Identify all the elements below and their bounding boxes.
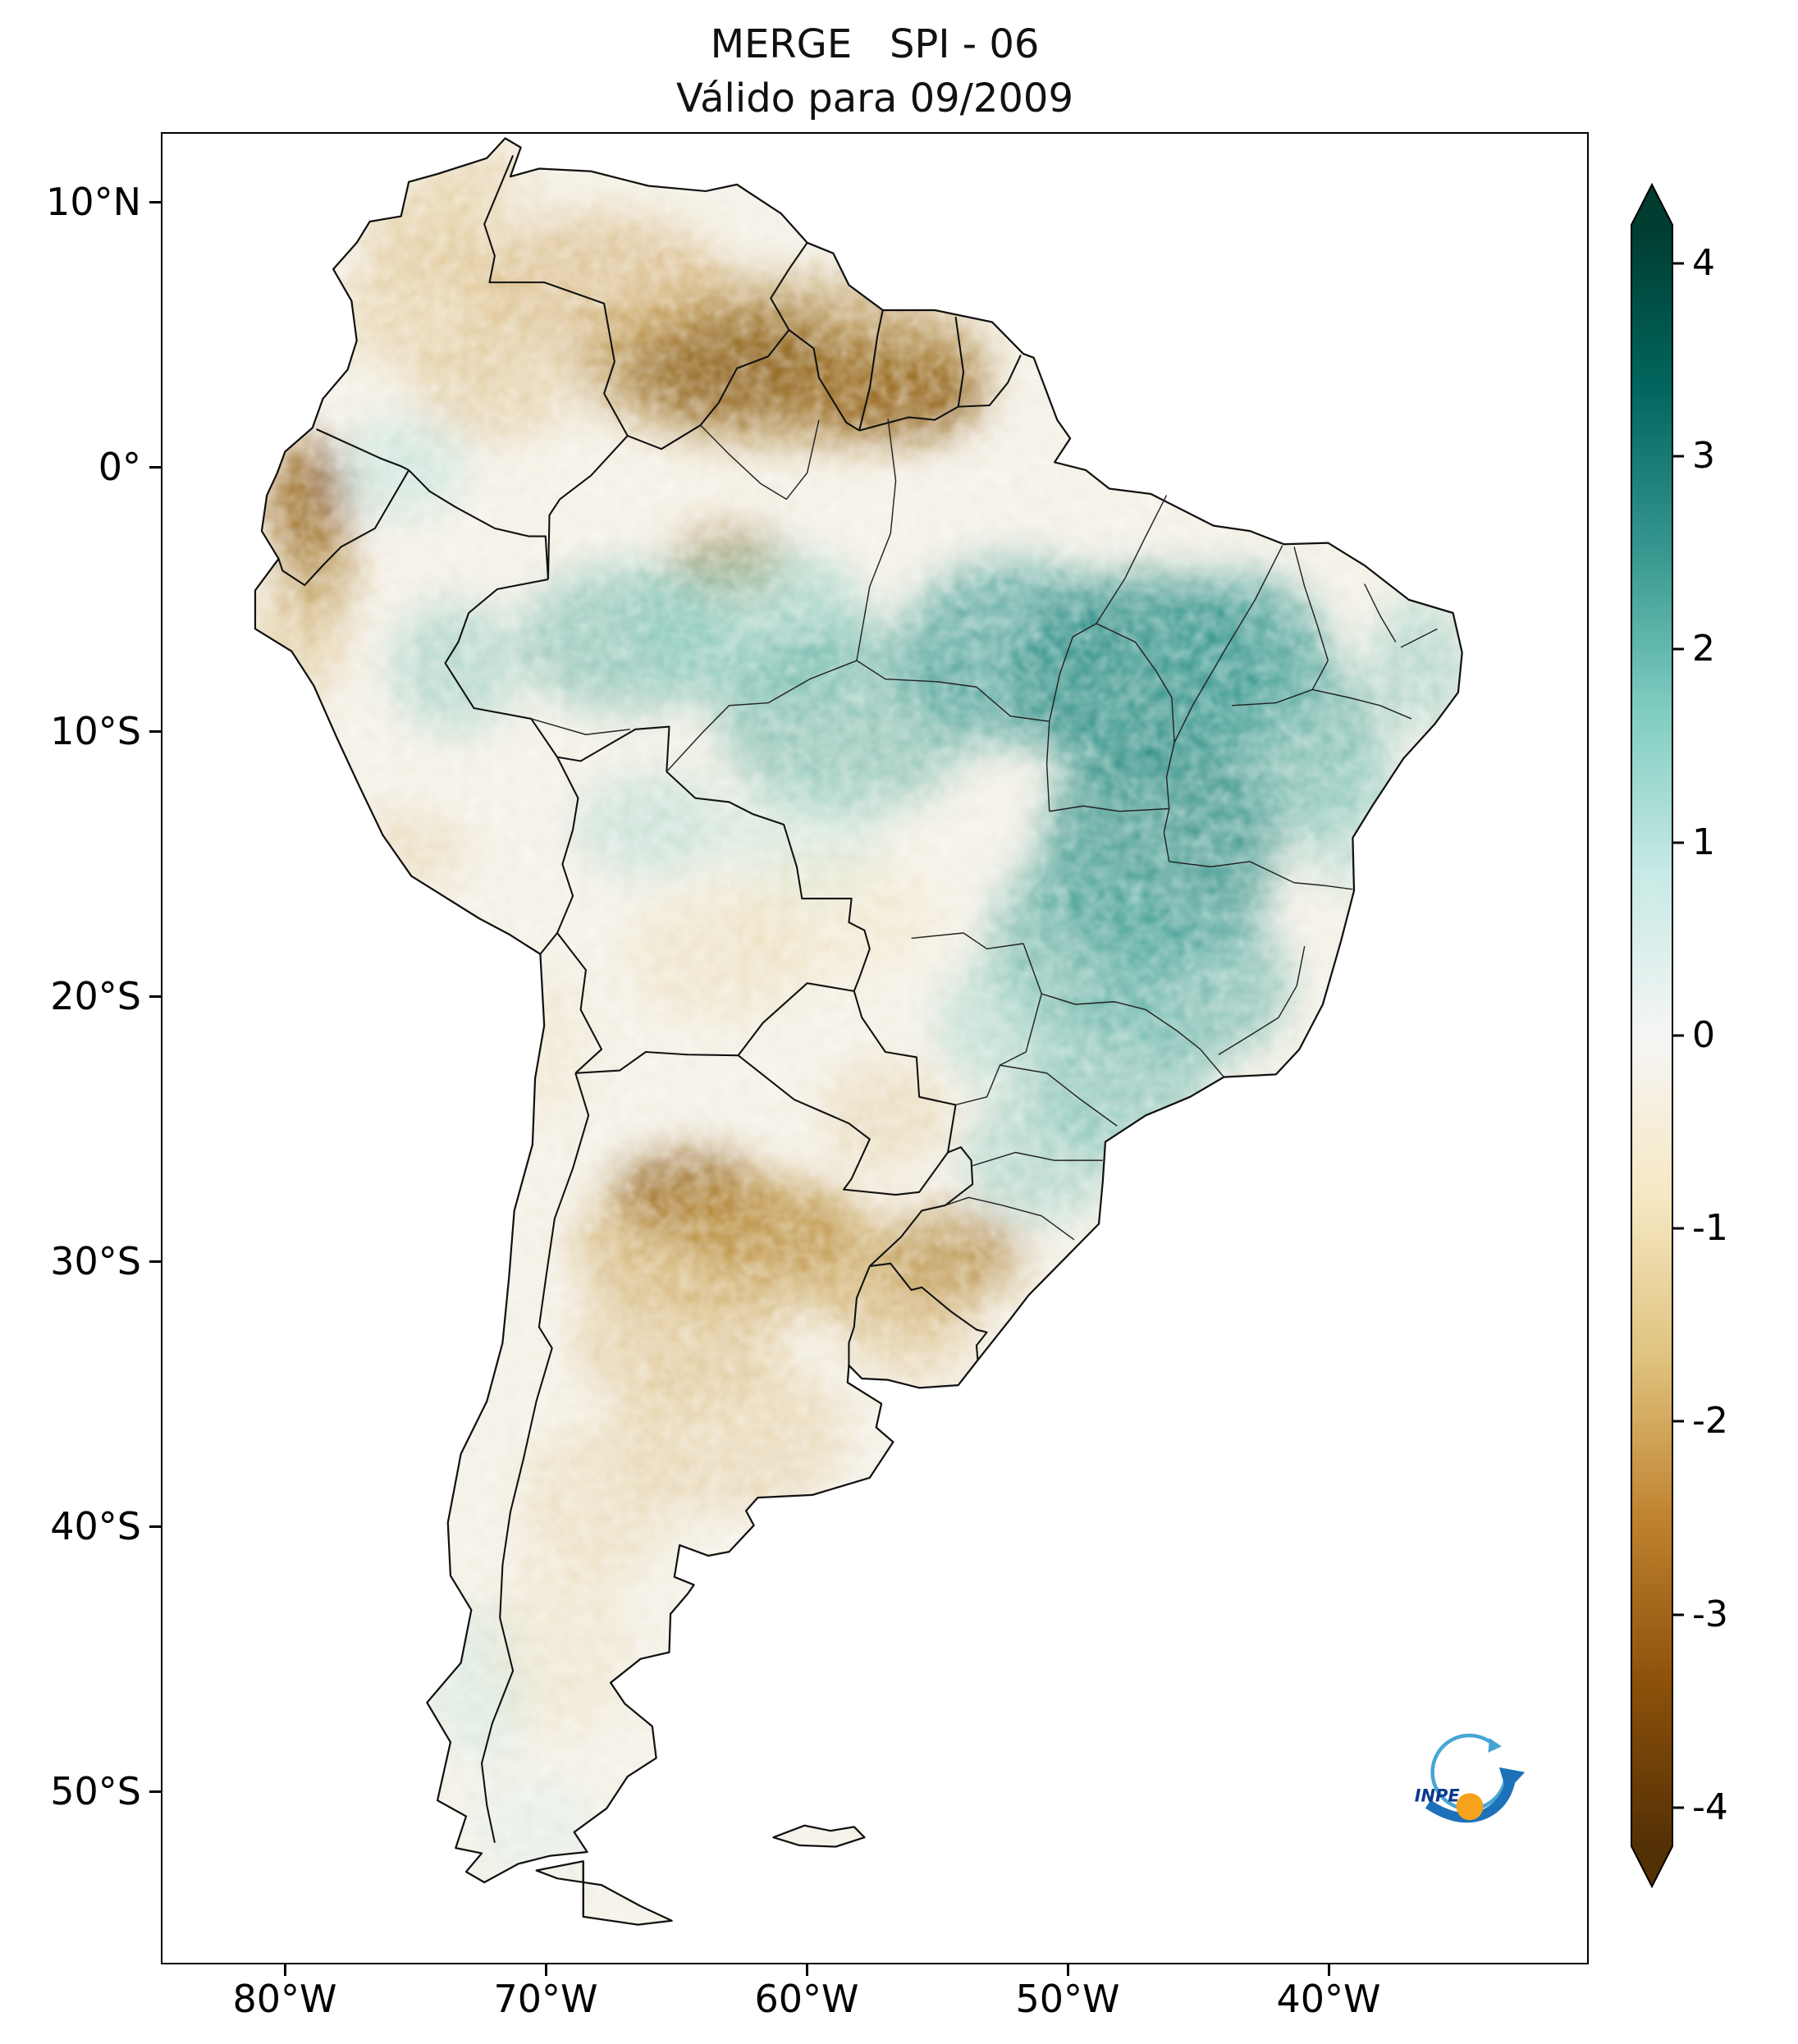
inpe-arrow [1425, 1781, 1516, 1823]
colorbar-tick-label: -2 [1692, 1400, 1728, 1442]
state-borders [531, 418, 1438, 1241]
lat-tick-mark [149, 466, 161, 469]
lat-tick-mark [149, 1525, 161, 1528]
colorbar-tick-label: 2 [1692, 628, 1715, 670]
lon-tick-label: 80°W [232, 1977, 337, 2021]
inpe-arrowhead [1498, 1767, 1526, 1792]
lon-tick-label: 60°W [754, 1977, 859, 2021]
lat-tick-label: 10°S [50, 709, 141, 753]
colorbar-tick-marks [1672, 262, 1684, 1809]
colorbar-tick-label: 0 [1692, 1014, 1715, 1056]
map-subtitle: Válido para 09/2009 [676, 75, 1073, 121]
inpe-logo-text: INPE [1415, 1786, 1460, 1806]
inpe-orange-ball [1456, 1793, 1484, 1821]
inpe-logo: INPE [1415, 1733, 1526, 1823]
lat-tick-mark [149, 1790, 161, 1793]
lat-tick-label: 30°S [50, 1239, 141, 1283]
spi-raster [254, 138, 1462, 1925]
colorbar-tick-label: -3 [1692, 1594, 1728, 1635]
lon-tick-mark [545, 1964, 547, 1976]
country-borders [277, 155, 1022, 1917]
colorbar [1631, 182, 1684, 1889]
colorbar-tick-label: 1 [1692, 821, 1715, 863]
colorbar-gradient [1631, 182, 1673, 1889]
lat-tick-label: 20°S [50, 974, 141, 1018]
lon-tick-mark [806, 1964, 808, 1976]
lat-tick-mark [149, 201, 161, 203]
lat-tick-mark [149, 995, 161, 998]
lat-tick-label: 10°N [46, 180, 141, 224]
south-america-map [254, 137, 1463, 1926]
lat-tick-label: 0° [98, 445, 141, 489]
map-title: MERGE SPI - 06 [710, 21, 1040, 67]
map-frame [161, 132, 1589, 1964]
lon-tick-mark [1067, 1964, 1069, 1976]
lon-tick-mark [1328, 1964, 1330, 1976]
lat-tick-mark [149, 1260, 161, 1263]
colorbar-tick-label: 4 [1692, 242, 1715, 284]
lon-tick-label: 40°W [1276, 1977, 1381, 2021]
inpe-swirl-arc [1430, 1733, 1507, 1811]
colorbar-tick-label: -1 [1692, 1207, 1728, 1249]
lat-tick-mark [149, 730, 161, 733]
lat-tick-label: 40°S [50, 1504, 141, 1548]
colorbar-tick-label: 3 [1692, 435, 1715, 477]
inpe-swirl-arrowhead [1488, 1737, 1502, 1753]
colorbar-tick-label: -4 [1692, 1786, 1728, 1828]
lon-tick-label: 70°W [493, 1977, 598, 2021]
lon-tick-label: 50°W [1015, 1977, 1120, 2021]
lat-tick-label: 50°S [50, 1769, 141, 1813]
lon-tick-mark [284, 1964, 286, 1976]
